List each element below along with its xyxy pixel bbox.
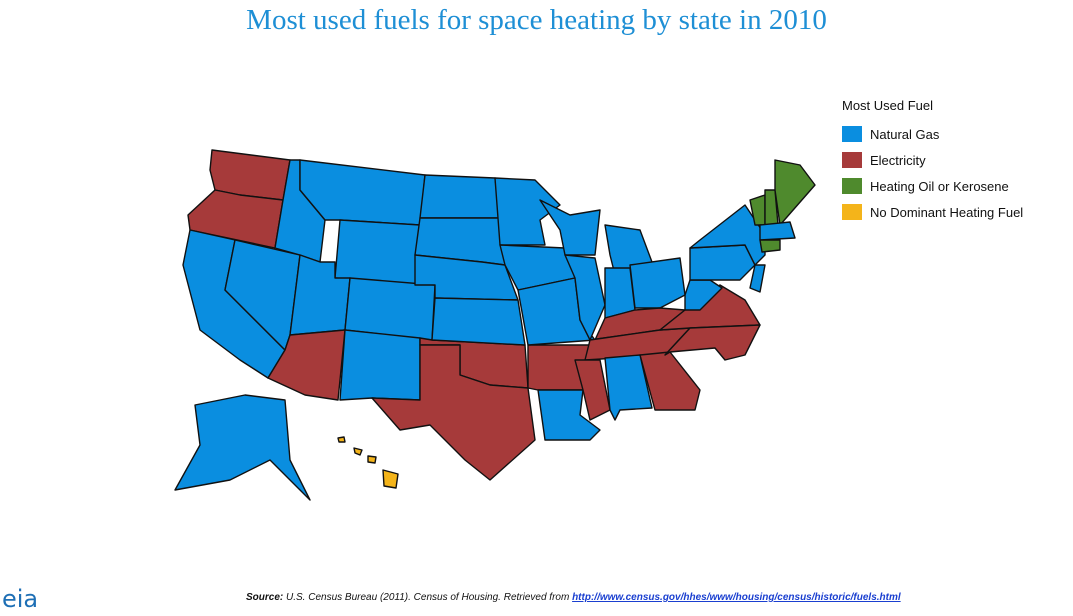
legend-swatch — [842, 152, 862, 168]
legend-label: Electricity — [870, 152, 926, 168]
state — [749, 264, 766, 293]
source-link[interactable]: http://www.census.gov/hhes/www/housing/c… — [572, 592, 901, 603]
legend-label: Heating Oil or Kerosene — [870, 178, 1009, 194]
source: Source: U.S. Census Bureau (2011). Censu… — [246, 592, 901, 603]
state — [664, 324, 761, 361]
state — [339, 329, 421, 401]
island — [353, 447, 363, 456]
state — [382, 469, 399, 489]
island — [337, 436, 346, 443]
legend-swatch — [842, 204, 862, 220]
state — [334, 219, 421, 286]
state — [689, 204, 766, 266]
state — [174, 394, 311, 501]
state — [604, 354, 653, 421]
state — [431, 297, 526, 346]
legend-swatch — [842, 178, 862, 194]
state — [689, 244, 756, 281]
legend-swatch — [842, 126, 862, 142]
legend-label: Natural Gas — [870, 126, 940, 142]
state — [774, 159, 816, 226]
source-label: Source: — [246, 592, 284, 603]
island — [367, 455, 377, 464]
legend-item: Natural Gas — [842, 121, 1023, 147]
legend-label: No Dominant Heating Fuel — [870, 204, 1024, 220]
state — [574, 359, 611, 421]
legend-item: Heating Oil or Kerosene — [842, 173, 1023, 199]
state — [371, 344, 536, 481]
logo: eia — [2, 585, 39, 613]
state — [629, 257, 686, 309]
map-title: Most used fuels for space heating by sta… — [246, 4, 827, 36]
legend: Most Used Fuel Natural Gas Electricity Hea… — [842, 98, 1023, 225]
legend-item: Electricity — [842, 147, 1023, 173]
source-text: U.S. Census Bureau (2011). Census of Hou… — [286, 592, 570, 603]
state — [344, 277, 436, 341]
state — [419, 174, 501, 219]
state — [759, 221, 796, 241]
legend-title: Most Used Fuel — [842, 98, 934, 113]
state — [639, 351, 701, 411]
legend-item: No Dominant Heating Fuel — [842, 199, 1023, 225]
state — [539, 199, 601, 256]
state — [759, 239, 781, 253]
